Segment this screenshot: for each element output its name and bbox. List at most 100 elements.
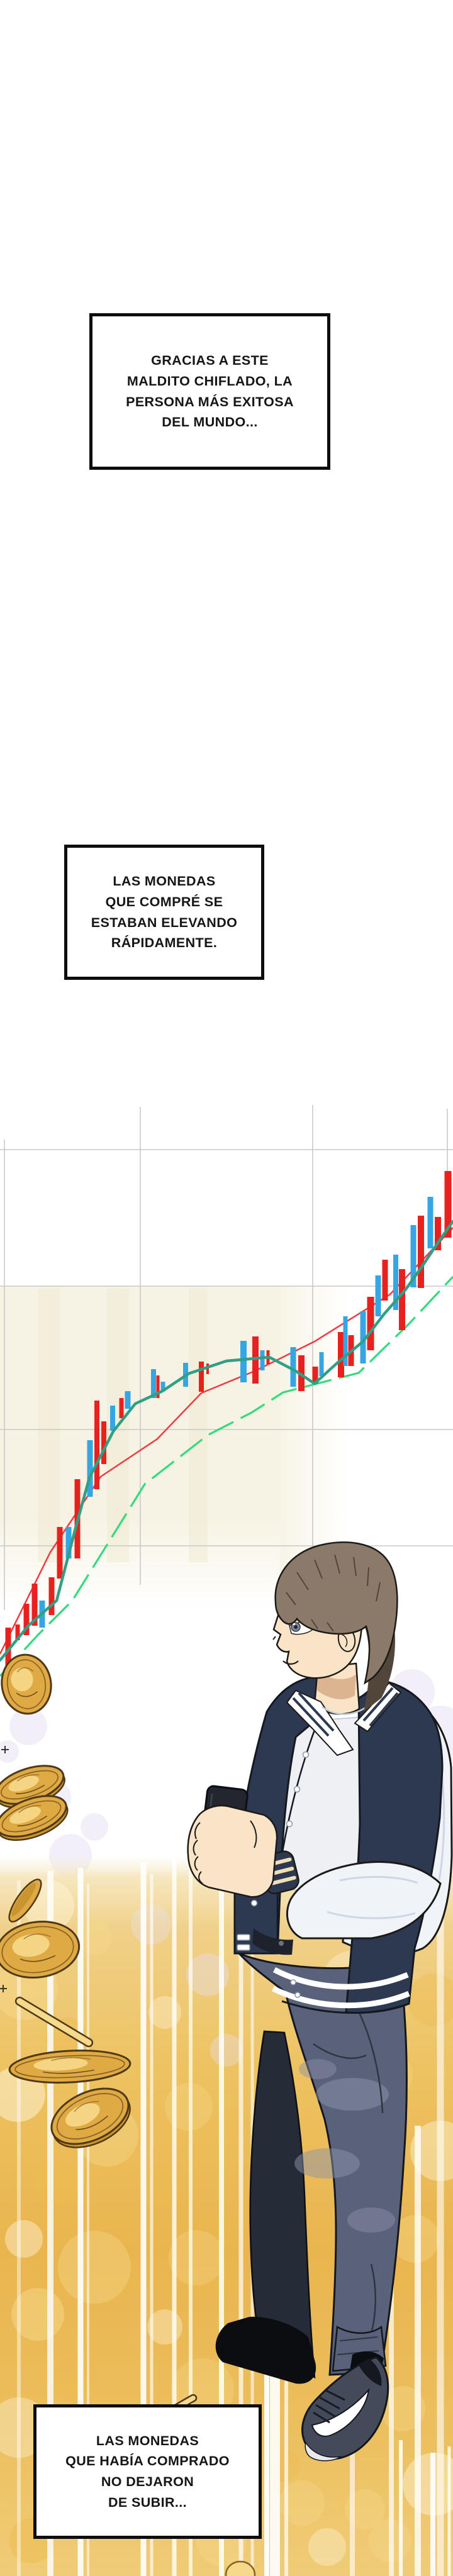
snap-button [250, 1899, 258, 1907]
bokeh-circle [58, 2231, 131, 2304]
candle-down-blue [260, 1350, 265, 1370]
candle-down-blue [319, 1352, 324, 1376]
bokeh-circle [77, 1919, 112, 1955]
speech-box-2: LAS MONEDAS QUE COMPRÉ SE ESTABAN ELEVAN… [64, 845, 264, 980]
gold-coin [14, 1996, 94, 2048]
candle-down-blue [240, 1341, 247, 1382]
coin-rim [1, 1926, 74, 1974]
candle-down-blue [360, 1311, 366, 1363]
speech-box-3: LAS MONEDAS QUE HABÍA COMPRADO NO DEJARO… [33, 2404, 262, 2539]
light-ray [150, 1874, 154, 2576]
candle-up-red [435, 1217, 441, 1250]
nike-swoosh-icon [311, 2387, 370, 2437]
light-ray [77, 1868, 84, 2576]
coin-engraving [74, 2101, 99, 2112]
snap-plate [237, 1934, 250, 1941]
coin-shine [11, 1667, 33, 1692]
cuff-stripe [267, 1875, 296, 1886]
light-ray [415, 2126, 421, 2576]
coin-rim [6, 1659, 47, 1709]
speech-box-1: GRACIAS A ESTE MALDITO CHIFLADO, LA PERS… [89, 313, 330, 470]
speech-line: ESTABAN ELEVANDO [91, 914, 238, 930]
coin-shine [9, 1806, 41, 1824]
candle-up-red [31, 1584, 38, 1626]
speech-line: MALDITO CHIFLADO, LA [126, 373, 293, 389]
light-ray [437, 1877, 444, 2576]
far-leg [249, 2030, 316, 2379]
snap-button [290, 1979, 296, 1985]
gold-coin [0, 1920, 81, 1979]
collar-left-stripes [292, 1692, 335, 1737]
candle-up-red [444, 1171, 452, 1238]
coin-shine [65, 2103, 100, 2127]
coin-engraving [16, 1774, 40, 1782]
hand-finger-lines [193, 1820, 257, 1884]
gold-coin [8, 1879, 42, 1923]
hem-edge [281, 2000, 410, 2014]
jeans-worn-patch [347, 2207, 395, 2233]
sneaker-collar [359, 2358, 382, 2386]
hem-stripe [272, 1985, 410, 2009]
light-ray [219, 1855, 224, 2576]
jeans-worn-patch [294, 2148, 360, 2179]
coin-engraving [18, 1805, 42, 1814]
coin-engraving [23, 1933, 51, 1940]
sneaker-sole [305, 2441, 342, 2462]
candle-up-red [382, 1260, 388, 1301]
speech-line: DEL MUNDO... [162, 414, 258, 430]
character-arm-phone [187, 1785, 442, 1940]
snap-button [294, 1992, 301, 1998]
bokeh-circle [210, 2034, 243, 2067]
candle-up-red [418, 1216, 424, 1288]
bokeh-circle [279, 2480, 325, 2526]
speech-line: LAS MONEDAS [96, 2433, 199, 2448]
sneaker-laces [313, 2389, 345, 2424]
coin-rim [14, 2055, 125, 2079]
coin-engraving [43, 2069, 94, 2074]
coin-rim [56, 2093, 124, 2140]
hair-main [274, 1541, 398, 1685]
candle-up-red [48, 1577, 55, 1615]
speech-line: NO DEJARON [101, 2474, 194, 2489]
bokeh-circle [5, 2220, 43, 2258]
jacket-right-panel [345, 1679, 444, 2014]
coin-engraving [20, 1955, 56, 1962]
sparkles [0, 1746, 9, 1992]
candle-down-blue [160, 1382, 165, 1391]
coin-shine [8, 1775, 39, 1792]
candle-down-blue [110, 1406, 115, 1431]
light-ray [238, 1857, 243, 2576]
light-ray [87, 1884, 89, 2576]
character-head [272, 1541, 398, 1712]
panel-streak [38, 1289, 60, 1562]
light-ray [399, 2440, 403, 2576]
ma-line-teal [0, 1219, 453, 1662]
coin-engraving [76, 2115, 108, 2130]
gold-coin [0, 1795, 69, 1841]
panel-streak [189, 1289, 208, 1562]
eye-pupil [294, 1625, 298, 1629]
candle-up-red [199, 1362, 204, 1392]
coin-rim [1, 1800, 62, 1833]
candle-down-blue [87, 1440, 93, 1497]
smile-mouth [282, 1660, 299, 1665]
jeans-worn-patch [299, 2059, 337, 2079]
candle-up-red [399, 1269, 405, 1330]
bokeh-circle [308, 2528, 346, 2566]
belt [252, 1928, 293, 1955]
candle-up-red [5, 1628, 11, 1668]
light-ray [172, 1858, 177, 2576]
candle-down-blue [125, 1391, 131, 1409]
candle-down-blue [65, 1527, 72, 1558]
coin-rim [1, 1770, 59, 1800]
snap-button [286, 1820, 293, 1828]
coin-engraving [17, 1816, 48, 1827]
coin-edge-inner [11, 1882, 36, 1916]
coin-engraving [51, 2057, 91, 2061]
ear-inner-line [342, 1634, 348, 1648]
ma-line-green [0, 1275, 453, 1677]
candle-up-red [338, 1332, 344, 1377]
light-ray [17, 1880, 21, 2576]
